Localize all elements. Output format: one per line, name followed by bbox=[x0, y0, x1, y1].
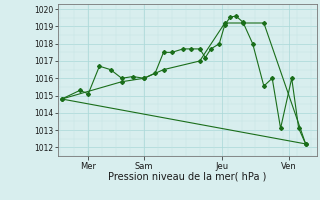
X-axis label: Pression niveau de la mer( hPa ): Pression niveau de la mer( hPa ) bbox=[108, 172, 266, 182]
